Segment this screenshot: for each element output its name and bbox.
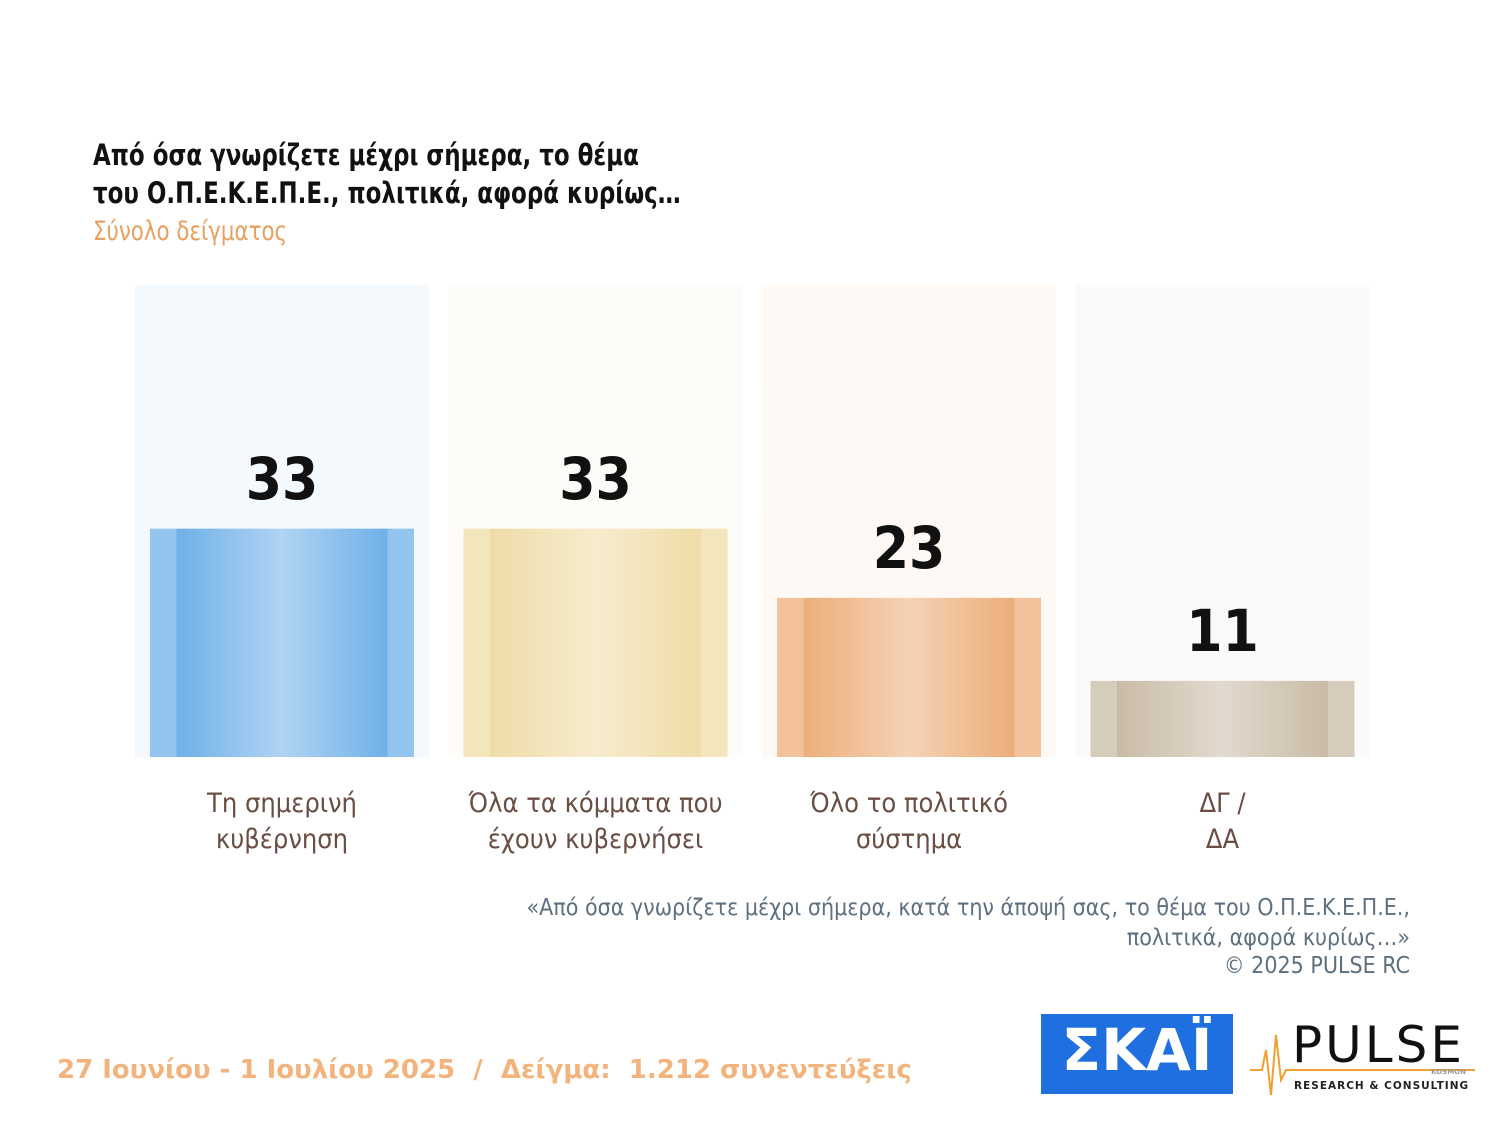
chart-title: Από όσα γνωρίζετε μέχρι σήμερα, το θέμα … bbox=[93, 138, 681, 210]
category-label: Τη σημερινή κυβέρνηση bbox=[207, 788, 357, 855]
pulse-line bbox=[1250, 1034, 1475, 1096]
value-label: 11 bbox=[1186, 596, 1259, 665]
category-label: Όλα τα κόμματα που έχουν κυβερνήσει bbox=[468, 788, 723, 855]
chart-subtitle: Σύνολο δείγματος bbox=[93, 216, 288, 247]
bar bbox=[777, 597, 1041, 757]
source: © 2025 PULSE RC bbox=[1223, 953, 1410, 979]
value-label: 33 bbox=[559, 444, 632, 513]
value-label: 23 bbox=[872, 513, 946, 582]
bar bbox=[150, 528, 414, 757]
footer: 27 Ιουνίου - 1 Ιουλίου 2025 / Δείγμα: 1.… bbox=[57, 1055, 912, 1085]
value-label: 33 bbox=[245, 444, 319, 513]
panel bbox=[1075, 285, 1370, 757]
bar bbox=[463, 528, 728, 757]
pulse-sub: RESEARCH & CONSULTING bbox=[1294, 1080, 1469, 1092]
bar bbox=[1090, 680, 1355, 757]
kosmon: KOSMON bbox=[1431, 1068, 1466, 1076]
category-label: ΔΓ / ΔΑ bbox=[1199, 788, 1246, 855]
skai-logo-bg bbox=[1041, 1014, 1233, 1094]
question-note: «Από όσα γνωρίζετε μέχρι σήμερα, κατά τη… bbox=[526, 895, 1410, 951]
pulse-logo: PULSE bbox=[1292, 1016, 1465, 1074]
category-label: Όλο το πολιτικό σύστημα bbox=[810, 788, 1008, 855]
skai-logo: ΣΚΑΪ bbox=[1061, 1015, 1212, 1084]
